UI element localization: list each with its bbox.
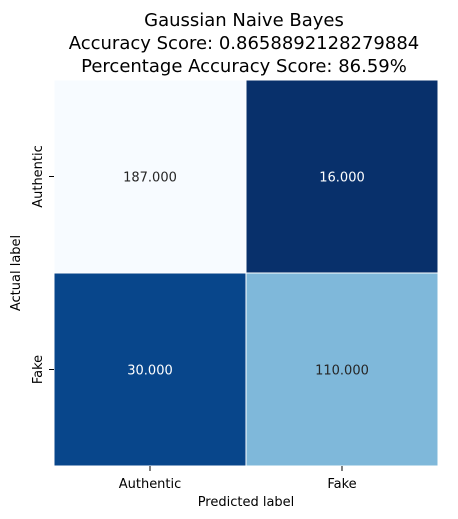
heatmap-value-fake-fake: 110.000 bbox=[315, 364, 369, 379]
chart-subtitle-accuracy: Accuracy Score: 0.8658892128279884 bbox=[69, 33, 420, 54]
y-axis-ticks: Authentic Fake bbox=[31, 145, 54, 384]
heatmap-value-authentic-fake: 16.000 bbox=[319, 171, 365, 186]
chart-title: Gaussian Naive Bayes bbox=[144, 10, 344, 31]
y-tick-label-authentic: Authentic bbox=[31, 145, 46, 208]
x-axis-ticks: Authentic Fake bbox=[119, 466, 357, 492]
heatmap-cell-authentic-fake bbox=[245, 79, 439, 274]
y-axis-label: Actual label bbox=[9, 235, 24, 311]
chart-title-group: Gaussian Naive Bayes Accuracy Score: 0.8… bbox=[69, 10, 420, 77]
y-tick-label-fake: Fake bbox=[31, 355, 46, 384]
heatmap-cell-authentic-authentic bbox=[53, 79, 247, 274]
x-axis-label: Predicted label bbox=[198, 495, 295, 510]
heatmap-value-fake-authentic: 30.000 bbox=[127, 364, 173, 379]
chart-subtitle-percentage: Percentage Accuracy Score: 86.59% bbox=[81, 56, 407, 77]
heatmap-cell-fake-authentic bbox=[53, 272, 247, 467]
heatmap-value-authentic-authentic: 187.000 bbox=[123, 171, 177, 186]
x-tick-label-fake: Fake bbox=[327, 477, 356, 492]
x-tick-label-authentic: Authentic bbox=[119, 477, 182, 492]
heatmap-plot-area: 187.000 16.000 30.000 110.000 bbox=[53, 79, 439, 467]
heatmap-cell-fake-fake bbox=[245, 272, 439, 467]
